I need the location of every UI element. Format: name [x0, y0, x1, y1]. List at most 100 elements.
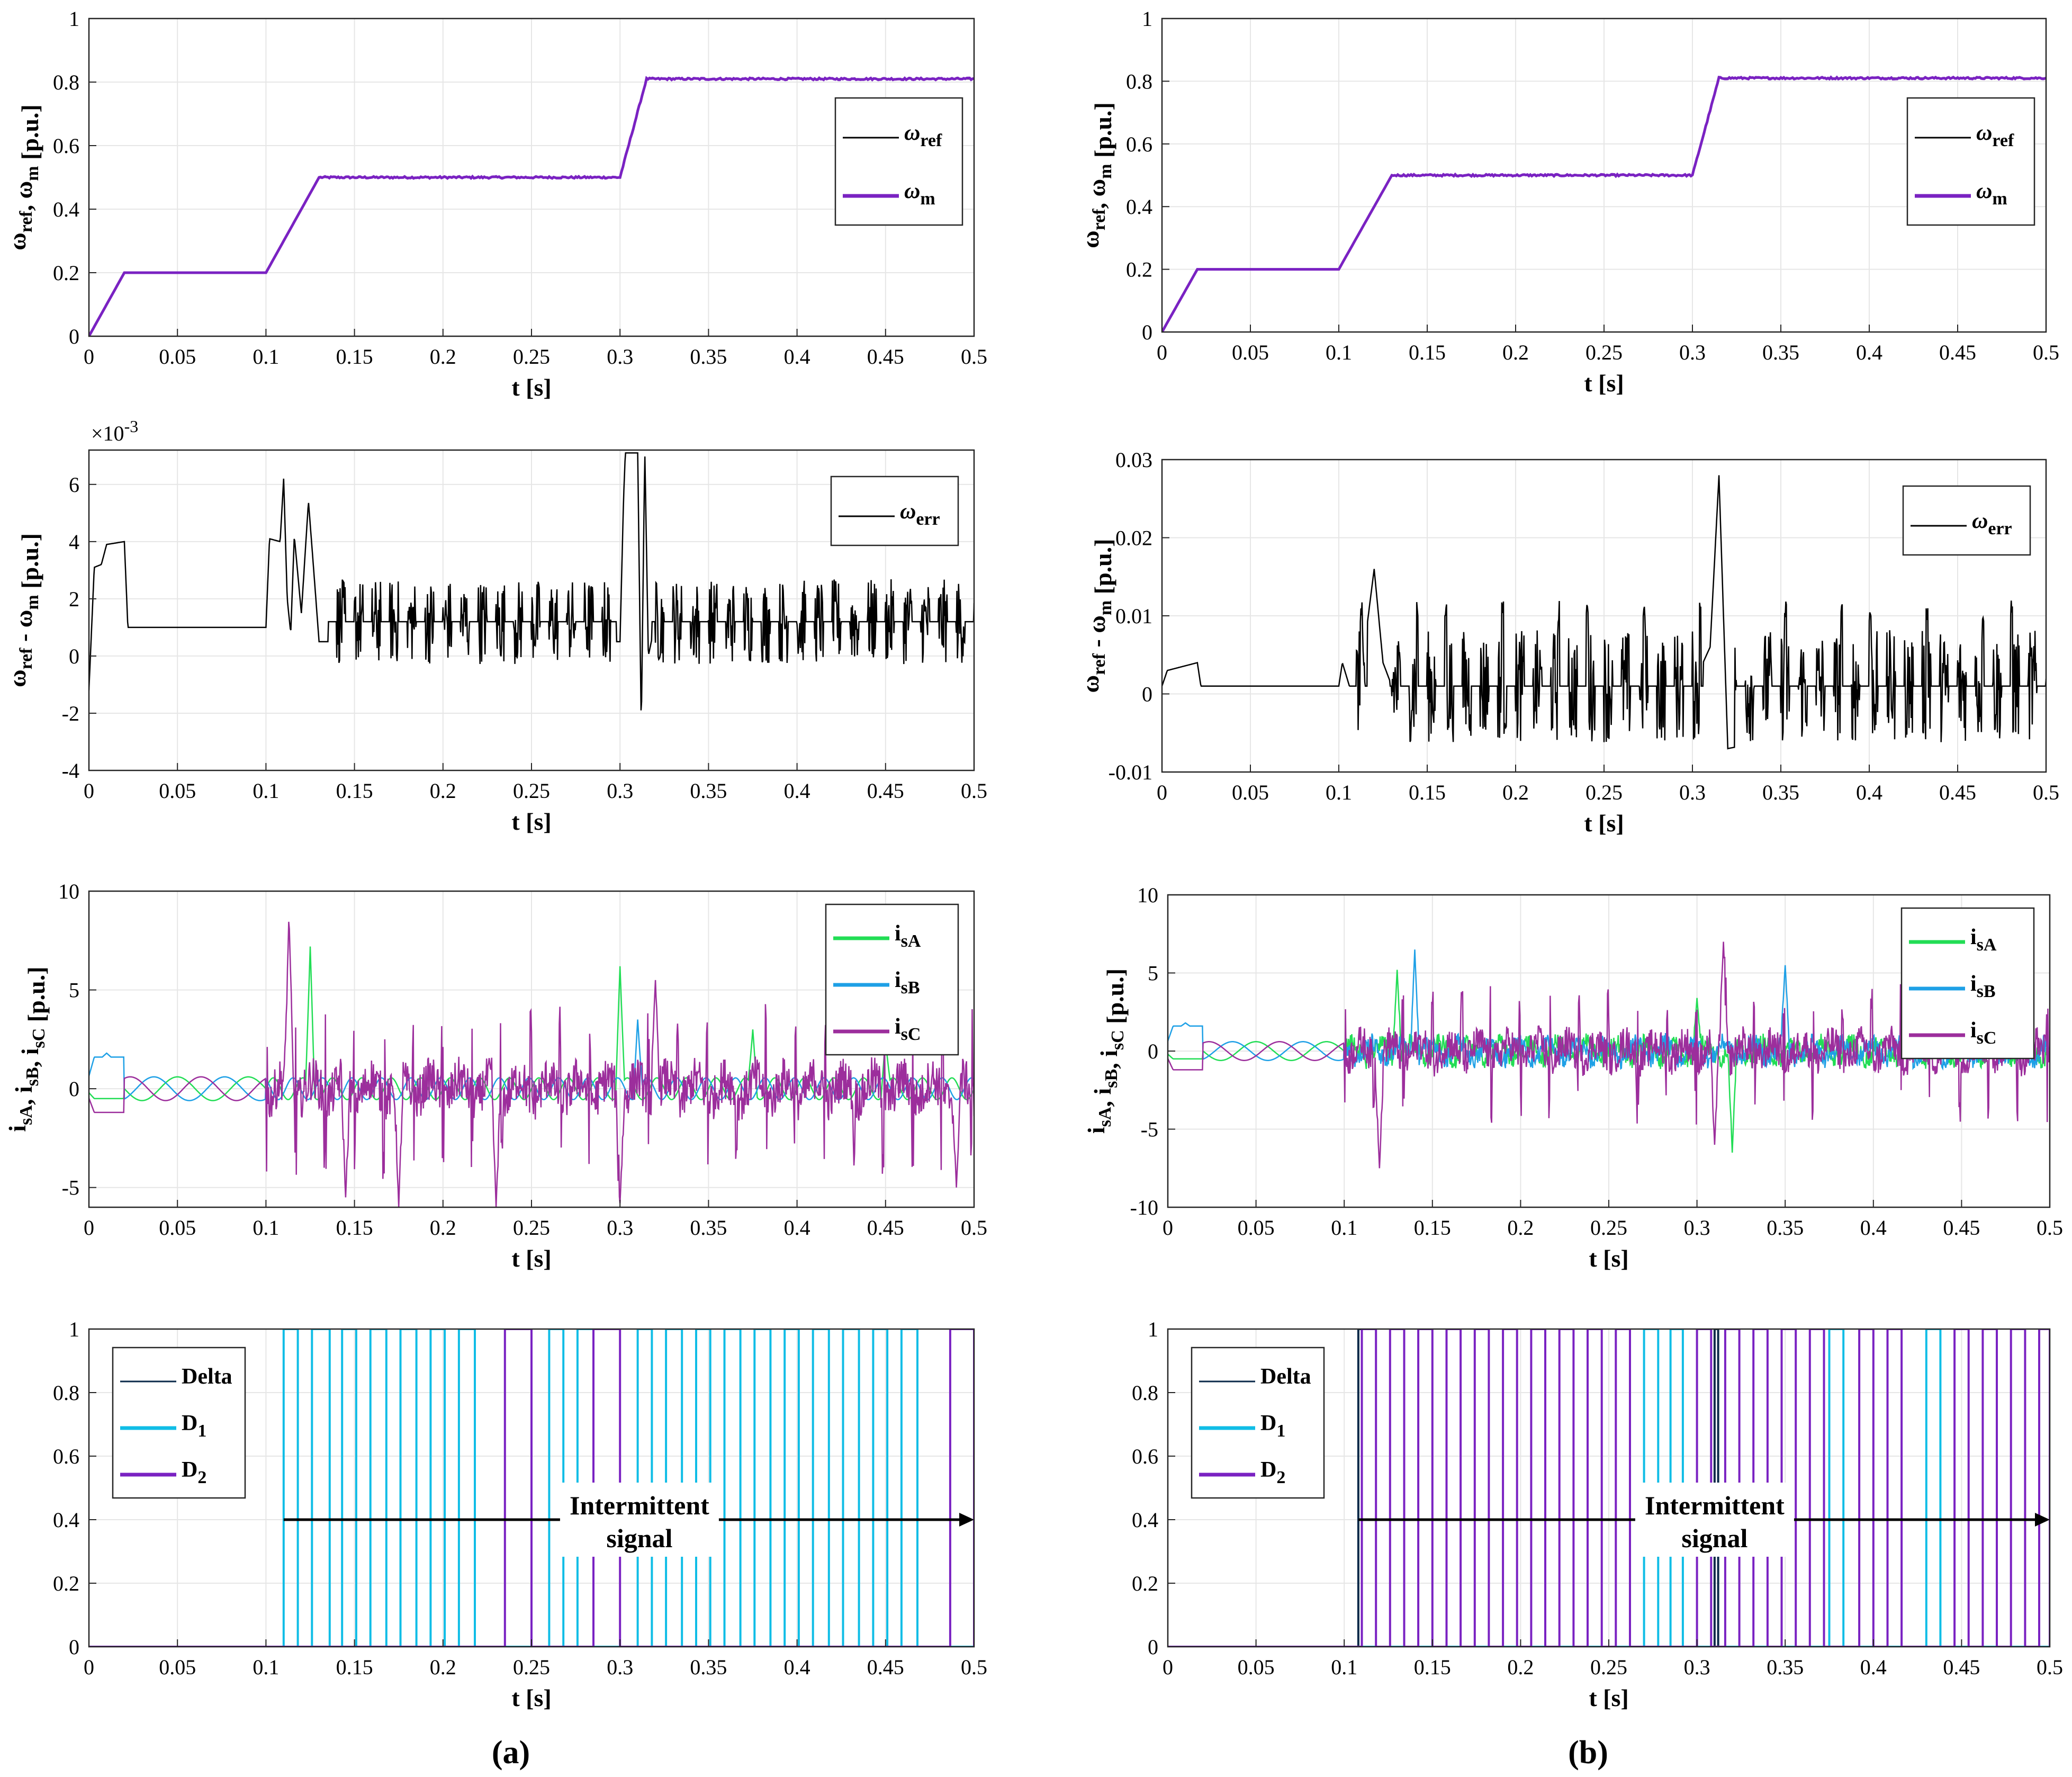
x-tick-label: 0.3 — [1679, 340, 1706, 364]
x-tick-label: 0.15 — [336, 345, 373, 369]
y-tick-label: 10 — [1137, 883, 1158, 907]
x-tick-label: 0.4 — [1856, 340, 1882, 364]
x-tick-label: 0.4 — [784, 1216, 810, 1240]
legend-label-isC: isC — [895, 1015, 921, 1044]
x-tick-label: 0.25 — [1590, 1655, 1627, 1679]
y-tick-label: 6 — [69, 473, 79, 497]
legend: Delta D1 D2 — [1191, 1347, 1325, 1499]
chart-a2: 0 0.05 0.1 0.15 0.2 0.25 0.3 0.35 0.4 0.45 0.5 -4 -2… — [4, 417, 987, 835]
x-tick-label: 0.45 — [1943, 1655, 1980, 1679]
x-tick-label: 0.35 — [690, 345, 727, 369]
y-tick-label: -4 — [62, 759, 79, 783]
series-line-m — [1162, 75, 2046, 332]
y-tick-label: 0 — [1148, 1039, 1158, 1063]
annotation-line-1: Intermittent — [1645, 1491, 1785, 1520]
x-tick-label: 0.1 — [253, 1216, 279, 1240]
y-tick-label: 0.03 — [1115, 448, 1152, 472]
y-tick-label: 10 — [58, 879, 79, 903]
x-tick-label: 0.15 — [1409, 340, 1446, 364]
y-tick-label: 4 — [69, 530, 79, 554]
x-tick-label: 0.15 — [1414, 1216, 1451, 1240]
x-tick-label: 0.45 — [867, 345, 904, 369]
legend-box — [1902, 485, 2031, 556]
x-tick-label: 0.1 — [1326, 780, 1352, 804]
y-tick-label: 0.8 — [1126, 69, 1152, 93]
x-tick-label: 0.5 — [961, 1216, 987, 1240]
legend-box — [1906, 97, 2035, 226]
x-tick-label: 0.05 — [159, 779, 196, 803]
y-axis-label: isA, isB, isC [p.u.] — [1083, 968, 1129, 1134]
x-tick-label: 0.5 — [961, 779, 987, 803]
y-tick-label: 0.6 — [53, 134, 79, 158]
x-tick-label: 0.5 — [2037, 1655, 2063, 1679]
series-line-isC — [89, 921, 974, 1207]
y-tick-label: 0.8 — [53, 70, 79, 94]
x-tick-label: 0.35 — [1762, 780, 1799, 804]
x-tick-label: 0.45 — [867, 1655, 904, 1679]
x-tick-label: 0.05 — [1238, 1655, 1275, 1679]
y-tick-label: 0 — [1142, 683, 1152, 706]
x-tick-label: 0.05 — [1232, 340, 1269, 364]
y-tick-label: 0.2 — [53, 1572, 79, 1595]
y-tick-label: 0.6 — [53, 1444, 79, 1468]
y-axis-label: ωref - ωm [p.u.] — [1077, 539, 1116, 693]
plot-area — [89, 76, 974, 336]
x-tick-label: 0.15 — [1409, 780, 1446, 804]
y-tick-label: 0.4 — [53, 198, 79, 221]
x-axis-label: t [s] — [511, 374, 551, 401]
x-axis-label: t [s] — [511, 1245, 551, 1272]
plot-area — [1162, 475, 2046, 750]
legend: ωerr — [830, 475, 959, 546]
x-tick-label: 0.5 — [2033, 340, 2059, 364]
x-tick-label: 0.1 — [253, 1655, 279, 1679]
x-tick-label: 0 — [1157, 340, 1167, 364]
x-axis-label: t [s] — [511, 1684, 551, 1711]
y-axis-label: ωref, ωm [p.u.] — [1077, 102, 1116, 248]
legend-label-D1: D1 — [1260, 1411, 1285, 1441]
y-tick-label: 0.8 — [1132, 1381, 1158, 1405]
x-tick-label: 0.25 — [1590, 1216, 1627, 1240]
y-exponent-label: ×10-3 — [91, 417, 138, 445]
x-tick-label: 0.3 — [607, 345, 633, 369]
x-tick-label: 0.4 — [1860, 1216, 1887, 1240]
x-tick-label: 0.2 — [430, 1216, 456, 1240]
y-tick-label: -2 — [62, 702, 79, 725]
x-tick-label: 0.1 — [253, 345, 279, 369]
x-tick-label: 0.35 — [690, 779, 727, 803]
x-tick-label: 0.3 — [1679, 780, 1706, 804]
x-axis-label: t [s] — [1589, 1684, 1628, 1711]
y-tick-label: 0.2 — [1126, 258, 1152, 282]
y-tick-label: 0.2 — [1132, 1572, 1158, 1595]
x-tick-label: 0.1 — [1331, 1655, 1357, 1679]
x-tick-label: 0.2 — [430, 1655, 456, 1679]
legend-label-delta: Delta — [182, 1365, 232, 1389]
y-tick-label: 0.8 — [53, 1381, 79, 1405]
x-tick-label: 0.15 — [336, 779, 373, 803]
legend: ωerr — [1902, 485, 2031, 556]
y-tick-label: 0.01 — [1115, 604, 1152, 628]
legend-label-D2: D2 — [1260, 1458, 1285, 1487]
x-tick-label: 0 — [84, 345, 94, 369]
legend-label-D1: D1 — [182, 1411, 206, 1441]
plot-area — [1162, 75, 2046, 332]
x-tick-label: 0.25 — [1585, 340, 1623, 364]
x-tick-label: 0.05 — [159, 1655, 196, 1679]
legend-label-delta: Delta — [1260, 1365, 1311, 1389]
x-tick-label: 0.2 — [1502, 340, 1529, 364]
annotation-box — [1635, 1483, 1794, 1557]
y-tick-label: 0 — [69, 1077, 79, 1101]
y-tick-label: 0 — [69, 325, 79, 348]
legend-label-ref: ωref — [1976, 121, 2014, 150]
x-tick-label: 0.3 — [607, 779, 633, 803]
x-tick-label: 0.5 — [2037, 1216, 2063, 1240]
legend-label-m: ωm — [904, 179, 935, 209]
x-tick-label: 0.05 — [1232, 780, 1269, 804]
x-tick-label: 0.1 — [1331, 1216, 1357, 1240]
y-tick-label: 1 — [1148, 1317, 1158, 1341]
y-tick-label: 2 — [69, 587, 79, 611]
y-tick-label: -10 — [1130, 1196, 1158, 1219]
legend-label-D2: D2 — [182, 1458, 206, 1487]
y-tick-label: 0 — [1148, 1635, 1158, 1659]
x-tick-label: 0.2 — [430, 779, 456, 803]
x-tick-label: 0.2 — [1502, 780, 1529, 804]
